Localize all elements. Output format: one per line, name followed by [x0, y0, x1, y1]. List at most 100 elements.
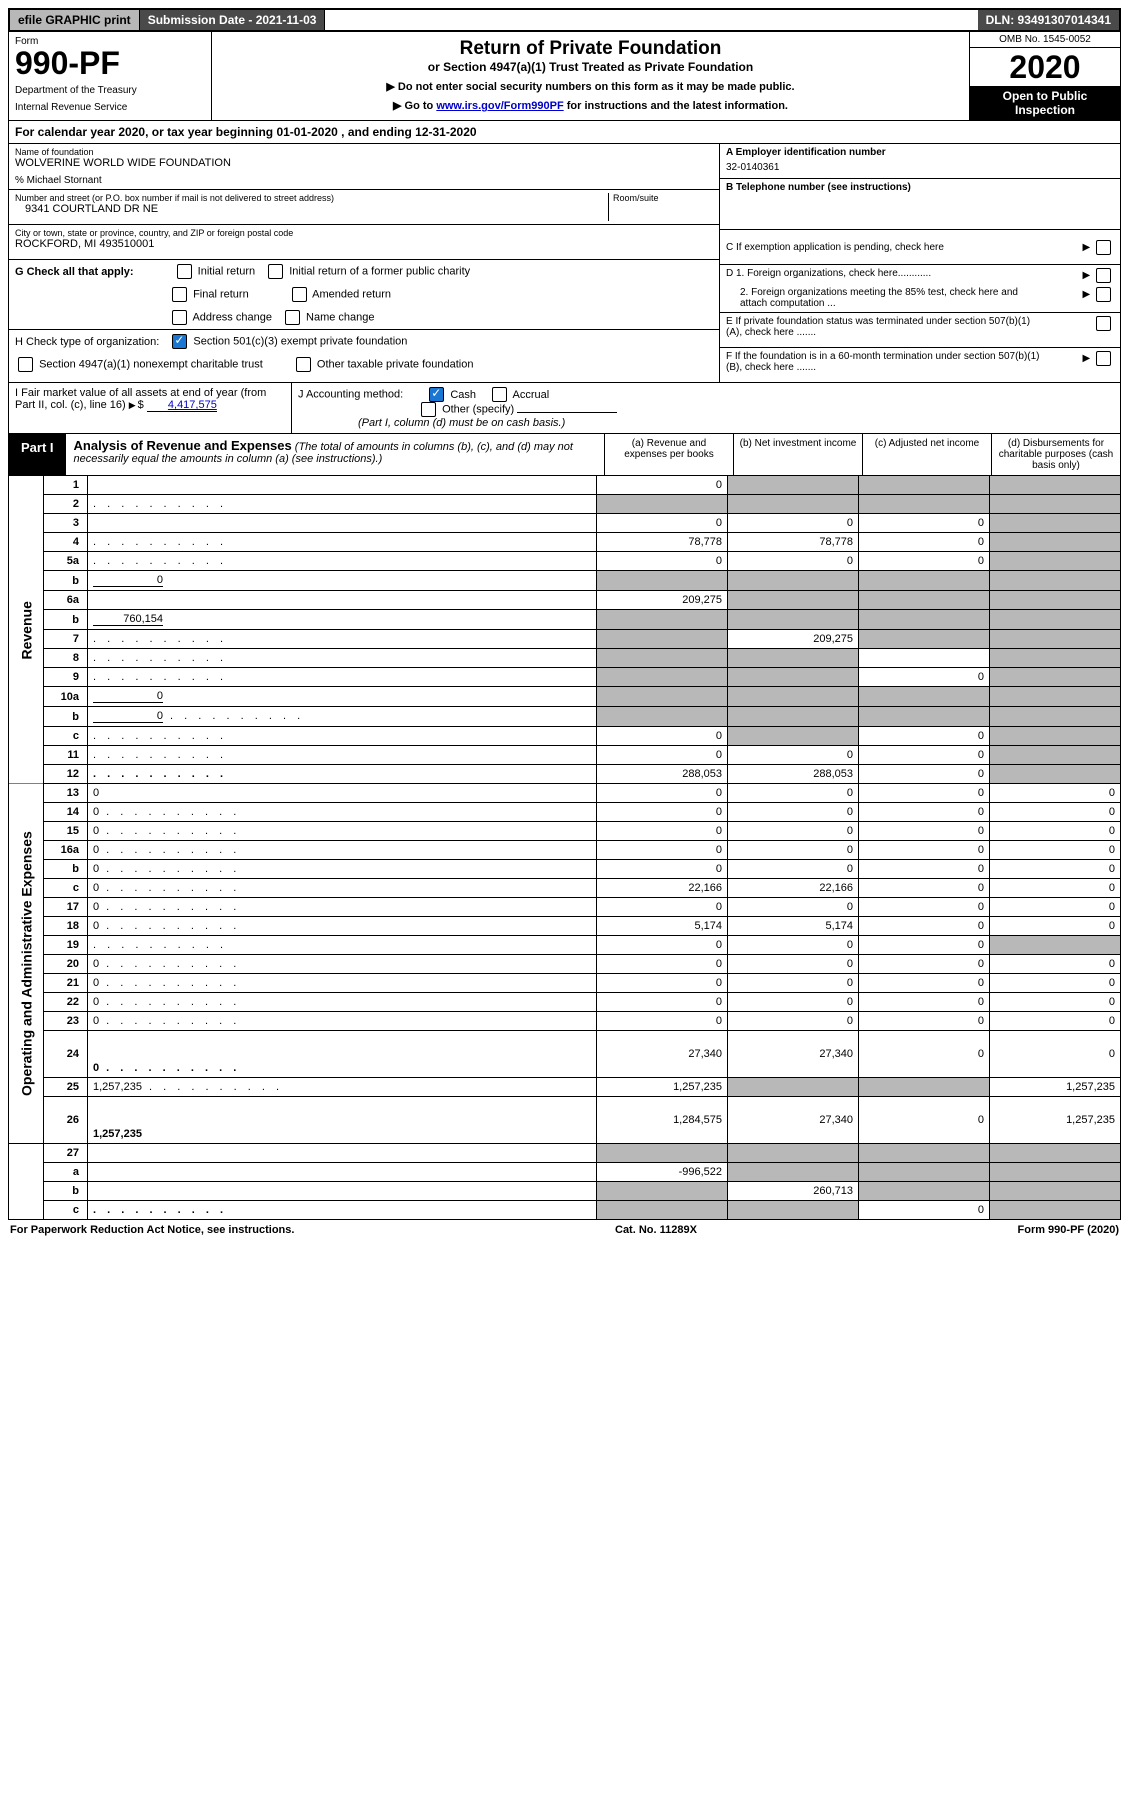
value-cell: 22,166 [597, 879, 728, 898]
phone-cell: B Telephone number (see instructions) [720, 179, 1120, 230]
value-cell [597, 1201, 728, 1220]
j-accrual: Accrual [513, 389, 550, 401]
value-cell: 1,257,235 [990, 1097, 1121, 1144]
initial-former-check[interactable] [268, 264, 283, 279]
name-change-check[interactable] [285, 310, 300, 325]
value-cell: 0 [990, 993, 1121, 1012]
row-num: c [44, 879, 88, 898]
row-num: 4 [44, 533, 88, 552]
value-cell: 0 [859, 841, 990, 860]
value-cell [728, 591, 859, 610]
value-cell: 0 [728, 784, 859, 803]
value-cell: 0 [597, 974, 728, 993]
table-row: 16a00000 [9, 841, 1121, 860]
table-row: b 760,154 [9, 610, 1121, 630]
row-num: 19 [44, 936, 88, 955]
value-cell [990, 936, 1121, 955]
row-desc [88, 727, 597, 746]
omb-number: OMB No. 1545-0052 [970, 32, 1120, 48]
value-cell: 0 [990, 898, 1121, 917]
footer-left: For Paperwork Reduction Act Notice, see … [10, 1224, 294, 1236]
value-cell: 0 [859, 1097, 990, 1144]
table-row: 251,257,2351,257,2351,257,235 [9, 1078, 1121, 1097]
table-row: b 0 [9, 571, 1121, 591]
table-row: b 0 [9, 707, 1121, 727]
name-label: Name of foundation [15, 147, 713, 157]
row-desc: 0 [88, 974, 597, 993]
value-cell: 0 [728, 841, 859, 860]
value-cell: 0 [859, 974, 990, 993]
value-cell [859, 1163, 990, 1182]
f-check[interactable] [1096, 351, 1111, 366]
side-label: Operating and Administrative Expenses [9, 784, 44, 1144]
501c3-check[interactable] [172, 334, 187, 349]
efile-button[interactable]: efile GRAPHIC print [10, 10, 140, 30]
value-cell [728, 476, 859, 495]
4947-check[interactable] [18, 357, 33, 372]
row-num: 20 [44, 955, 88, 974]
value-cell: 0 [859, 727, 990, 746]
value-cell: 0 [597, 955, 728, 974]
addr-label: Number and street (or P.O. box number if… [15, 193, 608, 203]
value-cell [859, 1182, 990, 1201]
value-cell: 0 [990, 917, 1121, 936]
row-desc: 0 [88, 1031, 597, 1078]
address-change-check[interactable] [172, 310, 187, 325]
table-row: c00 [9, 727, 1121, 746]
i-cell: I Fair market value of all assets at end… [9, 383, 292, 433]
final-return-check[interactable] [172, 287, 187, 302]
value-cell: 0 [859, 533, 990, 552]
i-value[interactable]: 4,417,575 [147, 399, 217, 412]
part1-title-cell: Analysis of Revenue and Expenses (The to… [66, 434, 604, 475]
value-cell [990, 533, 1121, 552]
h-label: H Check type of organization: [15, 336, 159, 348]
value-cell: 0 [597, 898, 728, 917]
row-desc: 0 [88, 1012, 597, 1031]
col-b: (b) Net investment income [733, 434, 862, 475]
irs-link[interactable]: www.irs.gov/Form990PF [436, 100, 563, 112]
dln: DLN: 93491307014341 [978, 10, 1119, 30]
value-cell [990, 1182, 1121, 1201]
row-desc [88, 668, 597, 687]
value-cell [990, 476, 1121, 495]
other-check[interactable] [421, 402, 436, 417]
value-cell: 27,340 [597, 1031, 728, 1078]
value-cell: 0 [728, 514, 859, 533]
part1-title: Analysis of Revenue and Expenses [74, 438, 292, 453]
value-cell: 0 [859, 552, 990, 571]
initial-return-check[interactable] [177, 264, 192, 279]
cash-check[interactable] [429, 387, 444, 402]
accrual-check[interactable] [492, 387, 507, 402]
value-cell [597, 687, 728, 707]
value-cell: 0 [728, 955, 859, 974]
g-label: G Check all that apply: [15, 266, 134, 278]
table-row: 1805,1745,17400 [9, 917, 1121, 936]
amended-check[interactable] [292, 287, 307, 302]
g-row2: Final return Amended return [9, 283, 719, 306]
i-label: I Fair market value of all assets at end… [15, 387, 266, 411]
other-tax-check[interactable] [296, 357, 311, 372]
row-desc: 0 [88, 822, 597, 841]
row-desc [88, 630, 597, 649]
value-cell: 0 [859, 917, 990, 936]
d2-check[interactable] [1096, 287, 1111, 302]
row-num: 24 [44, 1031, 88, 1078]
table-row: 1700000 [9, 898, 1121, 917]
row-desc [88, 936, 597, 955]
e-check[interactable] [1096, 316, 1111, 331]
table-row: 2100000 [9, 974, 1121, 993]
pending-check[interactable] [1096, 240, 1111, 255]
note-post: for instructions and the latest informat… [564, 100, 788, 112]
value-cell: 5,174 [728, 917, 859, 936]
tax-year: 2020 [970, 48, 1120, 86]
value-cell: 0 [597, 993, 728, 1012]
value-cell [859, 610, 990, 630]
table-row: 2200000 [9, 993, 1121, 1012]
value-cell [990, 649, 1121, 668]
value-cell [990, 514, 1121, 533]
c-label: C If exemption application is pending, c… [726, 242, 944, 253]
value-cell: 209,275 [597, 591, 728, 610]
city-label: City or town, state or province, country… [15, 228, 713, 238]
d1-check[interactable] [1096, 268, 1111, 283]
value-cell [990, 1163, 1121, 1182]
